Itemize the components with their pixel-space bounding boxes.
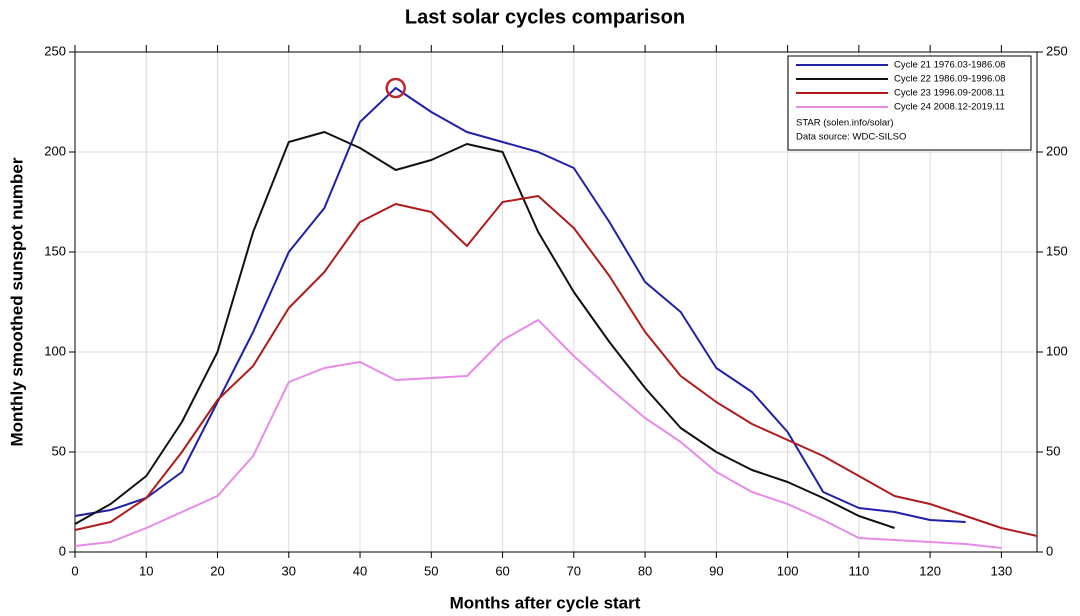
y-tick-label: 0	[59, 543, 66, 558]
plot-frame	[74, 51, 1038, 553]
y2-tick-label: 100	[1046, 343, 1068, 358]
y-tick-label: 250	[44, 43, 66, 58]
x-tick-label: 120	[919, 563, 941, 578]
legend-label: Cycle 24 2008.12-2019.11	[894, 102, 1005, 113]
y-tick-label: 150	[44, 243, 66, 258]
x-tick-label: 90	[709, 563, 723, 578]
x-tick-label: 30	[282, 563, 296, 578]
x-tick-label: 40	[353, 563, 367, 578]
x-tick-label: 110	[848, 563, 869, 578]
y2-tick-label: 250	[1046, 43, 1068, 58]
x-tick-label: 70	[567, 563, 581, 578]
legend-note: Data source: WDC-SILSO	[796, 132, 906, 143]
legend-label: Cycle 22 1986.09-1996.08	[894, 74, 1005, 85]
series-line	[74, 195, 1038, 537]
legend-label: Cycle 23 1996.09-2008.11	[894, 88, 1005, 99]
legend-box	[787, 55, 1032, 151]
y-axis-label: Monthly smoothed sunspot number	[7, 157, 26, 446]
y-tick-label: 100	[44, 343, 66, 358]
y2-tick-label: 0	[1046, 543, 1053, 558]
legend-label: Cycle 21 1976.03-1986.08	[894, 60, 1005, 71]
y2-tick-label: 150	[1046, 243, 1068, 258]
x-tick-label: 100	[777, 563, 799, 578]
peak-marker	[385, 77, 406, 99]
legend-note: STAR (solen.info/solar)	[796, 118, 894, 129]
y2-tick-label: 200	[1046, 143, 1068, 158]
series-line	[74, 87, 966, 523]
series-line	[74, 131, 895, 529]
y2-tick-label: 50	[1046, 443, 1060, 458]
x-tick-label: 80	[638, 563, 652, 578]
x-tick-label: 0	[71, 563, 78, 578]
legend: Cycle 21 1976.03-1986.08 Cycle 22 1986.09…	[787, 55, 1032, 151]
y-tick-label: 200	[44, 143, 66, 158]
y-tick-label: 50	[52, 443, 66, 458]
x-tick-label: 50	[424, 563, 438, 578]
x-tick-label: 130	[991, 563, 1013, 578]
x-tick-label: 10	[139, 563, 153, 578]
chart-title: Last solar cycles comparison	[405, 6, 685, 28]
x-tick-label: 20	[210, 563, 224, 578]
x-tick-label: 60	[495, 563, 509, 578]
series-line	[74, 319, 1002, 549]
x-axis-label: Months after cycle start	[450, 593, 641, 612]
